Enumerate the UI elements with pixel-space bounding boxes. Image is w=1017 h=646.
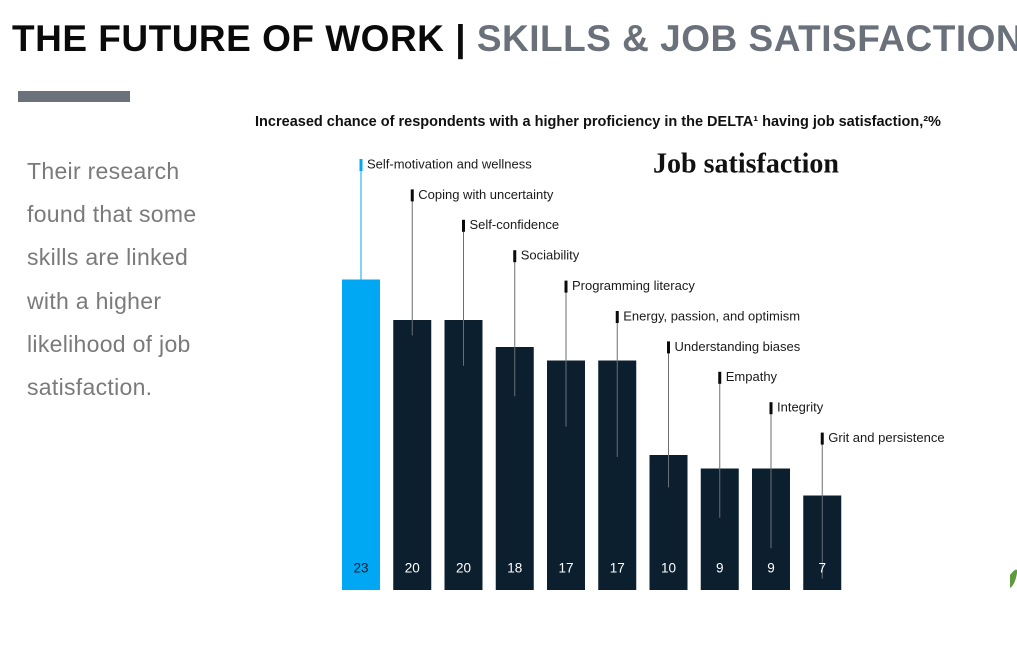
slide-title: THE FUTURE OF WORK | SKILLS & JOB SATISF… [12, 18, 1017, 60]
category-label: Empathy [726, 369, 778, 384]
logo [1010, 569, 1017, 588]
label-tick [718, 371, 722, 384]
title-sub: SKILLS & JOB SATISFACTION [476, 18, 1017, 59]
value-label: 20 [456, 561, 471, 576]
category-label: Grit and persistence [828, 430, 944, 445]
label-tick [769, 402, 773, 415]
value-label: 17 [610, 561, 625, 576]
category-label: Integrity [777, 400, 824, 415]
category-label: Coping with uncertainty [418, 187, 554, 202]
value-label: 9 [767, 561, 775, 576]
category-label: Understanding biases [675, 339, 801, 354]
value-label: 17 [558, 561, 573, 576]
category-label: Self-confidence [470, 217, 560, 232]
title-separator: | [455, 18, 467, 59]
value-label: 20 [405, 561, 420, 576]
side-text: Their research found that some skills ar… [27, 158, 197, 401]
category-label: Programming literacy [572, 278, 695, 293]
bar [393, 320, 432, 590]
label-tick [359, 159, 363, 171]
value-label: 9 [716, 561, 724, 576]
label-tick [564, 280, 568, 293]
value-label: 7 [818, 561, 826, 576]
value-label: 23 [353, 561, 368, 576]
title-rule [18, 91, 130, 102]
label-tick [513, 250, 517, 263]
label-tick [667, 341, 670, 354]
chart-subtitle: Increased chance of respondents with a h… [255, 114, 941, 130]
label-tick [615, 311, 619, 323]
title-main: THE FUTURE OF WORK [12, 18, 445, 59]
label-tick [820, 432, 824, 445]
label-tick [462, 219, 465, 232]
category-label: Energy, passion, and optimism [623, 308, 800, 323]
value-label: 18 [507, 561, 522, 576]
category-label: Sociability [521, 248, 580, 263]
label-tick [410, 189, 414, 202]
category-label: Self-motivation and wellness [367, 156, 532, 171]
chart-title: Job satisfaction [653, 148, 839, 179]
bar [342, 279, 380, 590]
value-label: 10 [661, 561, 676, 576]
